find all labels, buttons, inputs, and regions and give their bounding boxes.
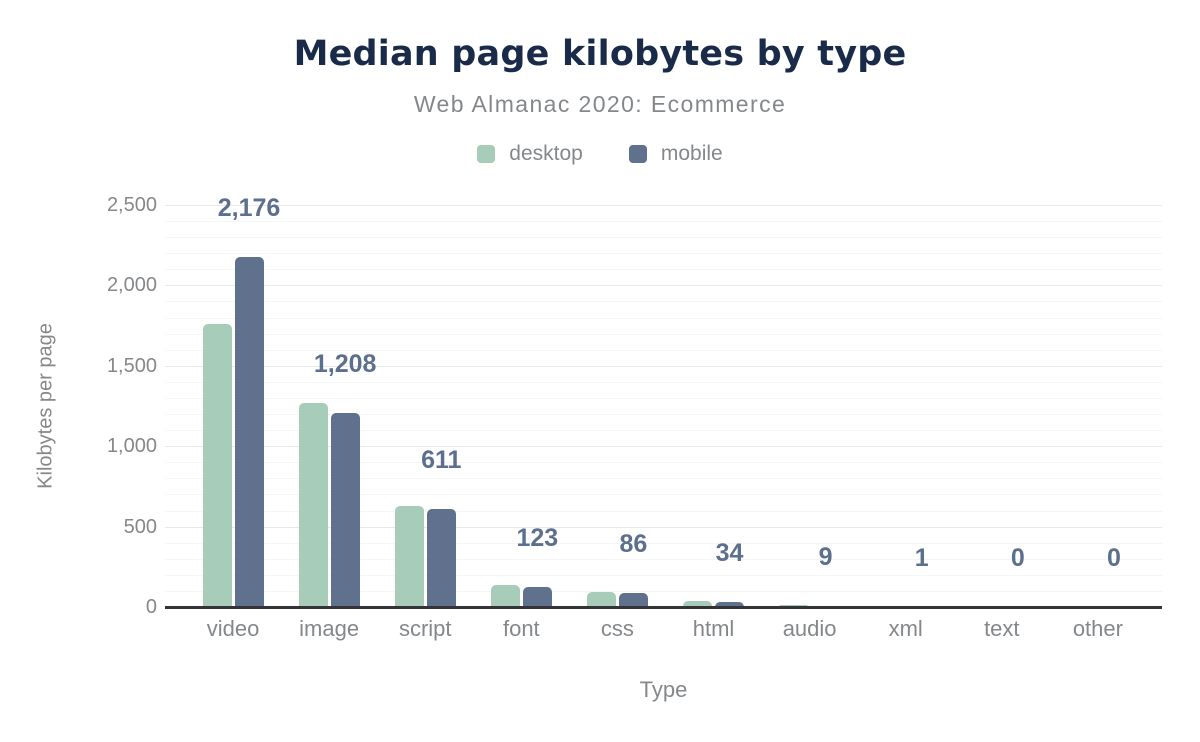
x-tick-label-audio: audio [782, 616, 837, 641]
x-tick-label-other: other [1072, 616, 1123, 641]
gridline [165, 301, 1162, 303]
bar-mobile-html [715, 601, 745, 607]
legend: desktop mobile [0, 142, 1200, 166]
bar-value-label-other: 0 [1106, 544, 1121, 572]
x-tick-label-video: video [206, 616, 260, 641]
gridline [165, 478, 1162, 480]
chart-subtitle: Web Almanac 2020: Ecommerce [413, 91, 787, 117]
x-axis-line [165, 606, 1162, 609]
gridline [165, 253, 1162, 255]
legend-label-mobile: mobile [660, 142, 723, 165]
bar-mobile-image [330, 412, 360, 607]
bar-group-font: 123 [473, 205, 569, 607]
gridline [165, 430, 1162, 432]
gridline [165, 446, 1162, 448]
gridline [165, 414, 1162, 416]
bar-desktop-html [683, 601, 713, 607]
gridline [165, 317, 1162, 319]
desktop-swatch-icon [477, 145, 496, 163]
gridline [165, 333, 1162, 335]
bar-group-script: 611 [377, 205, 473, 607]
y-tick-label: 500 [123, 515, 157, 538]
bar-value-label-html: 34 [715, 538, 744, 567]
bar-group-xml: 1 [858, 205, 954, 607]
bar-mobile-css [618, 593, 648, 607]
y-tick-label: 1,000 [106, 435, 157, 458]
bar-mobile-font [522, 587, 552, 607]
mobile-swatch-icon [628, 145, 647, 163]
gridline [165, 526, 1162, 528]
bar-groups: 2,176 1,208 611 123 86 34 9 1 0 0 [185, 196, 1146, 607]
x-tick-label-image: image [299, 616, 360, 641]
x-tick-label-script: script [398, 616, 452, 641]
x-tick-label-html: html [692, 616, 735, 641]
gridline [165, 285, 1162, 287]
bar-value-label-font: 123 [516, 524, 559, 553]
gridline [165, 590, 1162, 592]
bar-mobile-video [234, 257, 264, 607]
legend-item-mobile: mobile [628, 142, 723, 166]
bar-desktop-image [298, 402, 328, 607]
gridline [165, 542, 1162, 544]
bar-group-other: 0 [1050, 205, 1146, 607]
bar-group-audio: 9 [762, 205, 858, 607]
chart-title: Median page kilobytes by type [293, 34, 907, 74]
bar-desktop-script [394, 505, 424, 607]
bar-desktop-font [490, 584, 520, 607]
gridline [165, 558, 1162, 560]
bar-desktop-css [586, 591, 616, 607]
bar-mobile-script [426, 508, 456, 607]
gridline [165, 365, 1162, 367]
x-axis-title: Type [639, 677, 688, 702]
bar-value-label-script: 611 [421, 445, 462, 474]
plot-area: 2,176 1,208 611 123 86 34 9 1 0 0 [165, 196, 1162, 609]
bar-value-label-css: 86 [619, 530, 648, 559]
bar-group-text: 0 [954, 205, 1050, 607]
bar-value-label-video: 2,176 [217, 194, 281, 223]
gridline [165, 510, 1162, 512]
gridline [165, 349, 1162, 351]
bar-value-label-text: 0 [1010, 544, 1025, 572]
bar-desktop-video [202, 324, 232, 607]
gridline [165, 397, 1162, 399]
x-tick-label-xml: xml [888, 616, 923, 641]
gridline [165, 205, 1162, 206]
x-tick-label-font: font [502, 616, 540, 641]
bar-group-html: 34 [665, 205, 761, 607]
gridline [165, 494, 1162, 496]
y-tick-label: 2,000 [106, 274, 157, 297]
bar-value-label-audio: 9 [818, 542, 833, 571]
bar-group-css: 86 [569, 205, 665, 607]
bar-value-label-image: 1,208 [313, 349, 377, 378]
y-tick-label: 1,500 [106, 354, 157, 377]
gridline [165, 221, 1162, 223]
gridline [165, 381, 1162, 383]
x-axis-tick-labels: video image script font css html audio xml text o… [185, 616, 1146, 642]
legend-label-desktop: desktop [509, 142, 583, 165]
bar-group-image: 1,208 [281, 205, 377, 607]
bar-value-label-xml: 1 [914, 543, 929, 572]
x-tick-label-text: text [984, 616, 1020, 641]
gridline [165, 269, 1162, 271]
x-tick-label-css: css [600, 616, 634, 641]
y-tick-label: 0 [145, 596, 157, 618]
bar-desktop-audio [779, 604, 809, 607]
y-axis-ticks: 0 500 1,000 1,500 2,000 2,500 [0, 194, 157, 618]
gridline [165, 237, 1162, 239]
gridline [165, 462, 1162, 464]
bar-group-video: 2,176 [185, 196, 281, 607]
gridline [165, 574, 1162, 576]
legend-item-desktop: desktop [477, 142, 583, 166]
y-tick-label: 2,500 [106, 194, 157, 216]
